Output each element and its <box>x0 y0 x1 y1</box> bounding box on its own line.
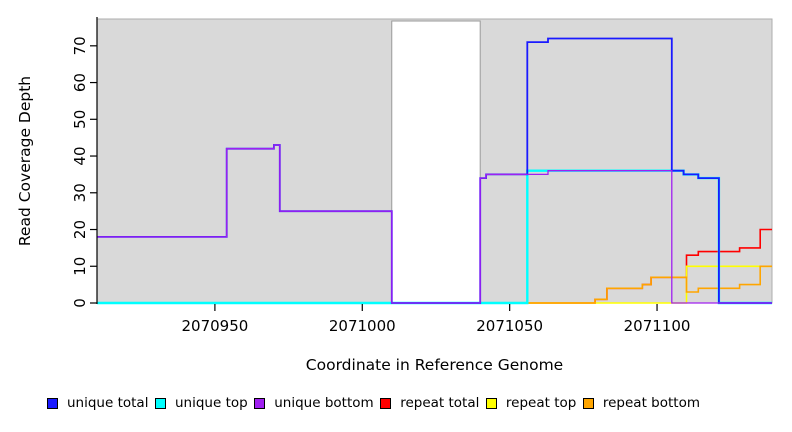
x-tick-label: 2070950 <box>181 317 248 335</box>
legend-item-unique-total: unique total <box>47 395 148 411</box>
legend-swatch-icon <box>47 397 58 409</box>
y-tick-label: 30 <box>71 183 89 202</box>
series-line-repeat-bottom <box>97 265 772 304</box>
legend-swatch-icon <box>380 397 392 409</box>
legend-swatch-icon <box>582 397 594 409</box>
legend-label: unique bottom <box>274 395 374 411</box>
shaded-region-zero-coverage-gap <box>391 20 481 304</box>
series-line-unique-bottom <box>97 144 772 304</box>
y-axis-title: Read Coverage Depth <box>16 76 34 246</box>
y-tick-label: 40 <box>71 146 89 165</box>
legend-label: repeat top <box>505 395 577 411</box>
legend-swatch-icon <box>254 397 266 409</box>
chart-legend: unique total unique top unique bottom repea… <box>0 395 792 411</box>
y-tick-label: 70 <box>71 36 89 55</box>
legend-label: repeat total <box>400 395 480 411</box>
legend-item-repeat-total: repeat total <box>380 395 479 411</box>
legend-item-repeat-bottom: repeat bottom <box>582 395 700 411</box>
y-tick-label: 0 <box>71 298 89 308</box>
y-tick-label: 10 <box>71 257 89 276</box>
legend-label: repeat bottom <box>602 395 700 411</box>
x-tick-label: 2071100 <box>624 317 691 335</box>
legend-item-unique-bottom: unique bottom <box>254 395 374 411</box>
x-tick-label: 2071050 <box>476 317 543 335</box>
y-tick-label: 20 <box>71 220 89 239</box>
legend-label: unique total <box>67 395 149 411</box>
x-axis-title: Coordinate in Reference Genome <box>306 356 563 374</box>
legend-swatch-icon <box>155 397 166 409</box>
legend-item-repeat-top: repeat top <box>485 395 577 411</box>
y-tick-label: 60 <box>71 73 89 92</box>
legend-item-unique-top: unique top <box>155 395 248 411</box>
legend-swatch-icon <box>485 397 497 409</box>
x-tick-label: 2071000 <box>329 317 396 335</box>
y-tick-label: 50 <box>71 110 89 129</box>
legend-label: unique top <box>175 395 248 411</box>
